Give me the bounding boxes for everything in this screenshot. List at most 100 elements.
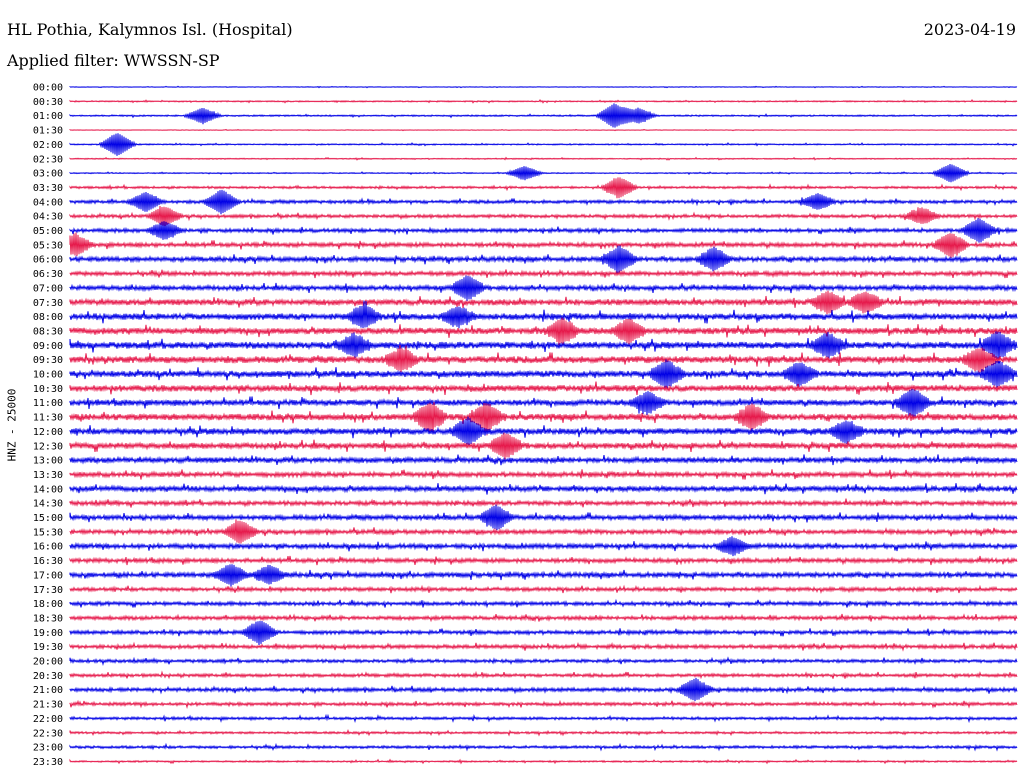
- seismic-trace-row: [69, 388, 1018, 419]
- seismic-trace-row: [69, 598, 1018, 609]
- time-tick-label: 06:00: [33, 255, 63, 266]
- time-tick-label: 18:30: [33, 613, 63, 624]
- seismic-trace-row: [69, 331, 1018, 364]
- seismic-trace-row: [69, 584, 1018, 594]
- seismic-trace-row: [69, 713, 1018, 724]
- seismic-trace-row: [69, 641, 1018, 652]
- seismic-trace-row: [69, 536, 1018, 557]
- seismic-trace-row: [69, 555, 1018, 566]
- seismic-trace-row: [69, 156, 1018, 161]
- time-tick-label: 17:30: [33, 585, 63, 596]
- seismic-trace-row: [69, 454, 1018, 466]
- seismic-trace-row: [69, 189, 1018, 215]
- time-tick-label: 10:30: [33, 384, 63, 395]
- seismic-trace-row: [69, 163, 1018, 183]
- time-tick-label: 19:00: [33, 628, 63, 639]
- seismic-trace-row: [69, 742, 1018, 752]
- time-tick-label: 08:00: [33, 312, 63, 323]
- seismic-trace-row: [69, 381, 1018, 396]
- seismic-trace-row: [69, 205, 1018, 227]
- seismic-trace-row: [69, 699, 1018, 709]
- seismic-trace-row: [69, 245, 1018, 275]
- time-tick-label: 02:30: [33, 154, 63, 165]
- time-tick-label: 16:30: [33, 556, 63, 567]
- time-tick-label: 21:30: [33, 700, 63, 711]
- time-tick-label: 21:00: [33, 685, 63, 696]
- time-tick-label: 20:30: [33, 671, 63, 682]
- time-tick-label: 08:30: [33, 326, 63, 337]
- seismic-trace-row: [69, 85, 1018, 89]
- time-tick-label: 14:30: [33, 499, 63, 510]
- time-tick-label: 05:30: [33, 240, 63, 251]
- seismic-trace-row: [69, 402, 1018, 436]
- time-tick-label: 00:00: [33, 83, 63, 94]
- time-tick-label: 04:30: [33, 212, 63, 223]
- time-tick-label: 13:30: [33, 470, 63, 481]
- filter-label: Applied filter: WWSSN-SP: [7, 51, 220, 70]
- seismic-trace-row: [69, 620, 1018, 646]
- time-tick-label: 06:30: [33, 269, 63, 280]
- seismic-traces: [69, 85, 1018, 765]
- time-tick-label: 01:00: [33, 111, 63, 122]
- time-tick-label: 17:00: [33, 570, 63, 581]
- time-tick-label: 22:30: [33, 728, 63, 739]
- time-tick-label: 02:00: [33, 140, 63, 151]
- time-tick-labels: 00:00 00:30 01:00 01:30 02:00 02:30 03:00 03:30…: [33, 83, 63, 768]
- seismic-trace-row: [69, 483, 1018, 495]
- seismic-trace-row: [69, 677, 1018, 702]
- seismic-trace-row: [69, 218, 1018, 243]
- seismic-trace-row: [69, 613, 1018, 623]
- time-tick-label: 14:00: [33, 484, 63, 495]
- time-tick-label: 23:30: [33, 757, 63, 768]
- time-tick-label: 11:30: [33, 413, 63, 424]
- seismic-trace-row: [69, 432, 1018, 460]
- time-tick-label: 07:30: [33, 298, 63, 309]
- seismic-trace-row: [69, 416, 1018, 446]
- seismic-trace-row: [69, 498, 1018, 508]
- seismic-trace-row: [69, 469, 1018, 480]
- seismic-trace-row: [69, 359, 1018, 389]
- time-tick-label: 13:00: [33, 456, 63, 467]
- time-tick-label: 03:00: [33, 169, 63, 180]
- seismic-trace-row: [69, 133, 1018, 156]
- time-tick-label: 16:00: [33, 542, 63, 553]
- seismic-trace-row: [69, 290, 1018, 315]
- seismic-trace-row: [69, 317, 1018, 346]
- seismic-trace-row: [69, 345, 1018, 373]
- time-tick-label: 01:30: [33, 126, 63, 137]
- time-tick-label: 09:30: [33, 355, 63, 366]
- time-tick-label: 22:00: [33, 714, 63, 725]
- seismic-trace-row: [69, 275, 1018, 301]
- seismic-trace-row: [69, 177, 1018, 199]
- time-tick-label: 11:00: [33, 398, 63, 409]
- seismic-trace-row: [69, 128, 1018, 132]
- station-title: HL Pothia, Kalymnos Isl. (Hospital): [7, 20, 293, 39]
- seismic-trace-row: [69, 103, 1018, 128]
- seismic-trace-row: [69, 670, 1018, 680]
- time-tick-label: 12:30: [33, 441, 63, 452]
- time-tick-label: 23:00: [33, 743, 63, 754]
- seismic-trace-row: [69, 268, 1018, 279]
- seismic-trace-row: [69, 504, 1018, 531]
- date-label: 2023-04-19: [923, 20, 1016, 39]
- time-tick-label: 15:30: [33, 527, 63, 538]
- time-tick-label: 10:00: [33, 370, 63, 381]
- seismic-trace-row: [69, 519, 1018, 544]
- seismic-trace-row: [69, 564, 1018, 587]
- time-tick-label: 04:00: [33, 197, 63, 208]
- seismic-trace-row: [69, 98, 1018, 104]
- time-tick-label: 05:00: [33, 226, 63, 237]
- time-tick-label: 20:00: [33, 657, 63, 668]
- time-tick-label: 07:00: [33, 283, 63, 294]
- time-tick-label: 19:30: [33, 642, 63, 653]
- seismic-trace-row: [69, 300, 1018, 329]
- time-tick-label: 12:00: [33, 427, 63, 438]
- time-tick-label: 09:00: [33, 341, 63, 352]
- seismic-trace-row: [69, 656, 1018, 666]
- seismic-trace-row: [69, 728, 1018, 737]
- seismic-trace-row: [69, 758, 1018, 765]
- time-tick-label: 03:30: [33, 183, 63, 194]
- seismic-trace-row: [69, 232, 1018, 258]
- time-tick-label: 15:00: [33, 513, 63, 524]
